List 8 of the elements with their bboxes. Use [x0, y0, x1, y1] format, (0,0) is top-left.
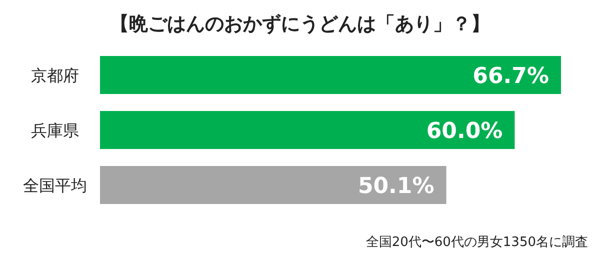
data-label: 60.0%: [426, 119, 503, 144]
chart-title: 【晩ごはんのおかずにうどんは「あり」？】: [110, 13, 490, 35]
y-tick-label: 兵庫県: [31, 121, 79, 140]
data-label: 50.1%: [358, 174, 434, 199]
y-tick-label: 全国平均: [23, 176, 87, 195]
data-label: 66.7%: [472, 64, 549, 89]
y-tick-label: 京都府: [31, 66, 79, 85]
text: 全国20代〜60代の男女1350名に調査: [366, 235, 588, 250]
